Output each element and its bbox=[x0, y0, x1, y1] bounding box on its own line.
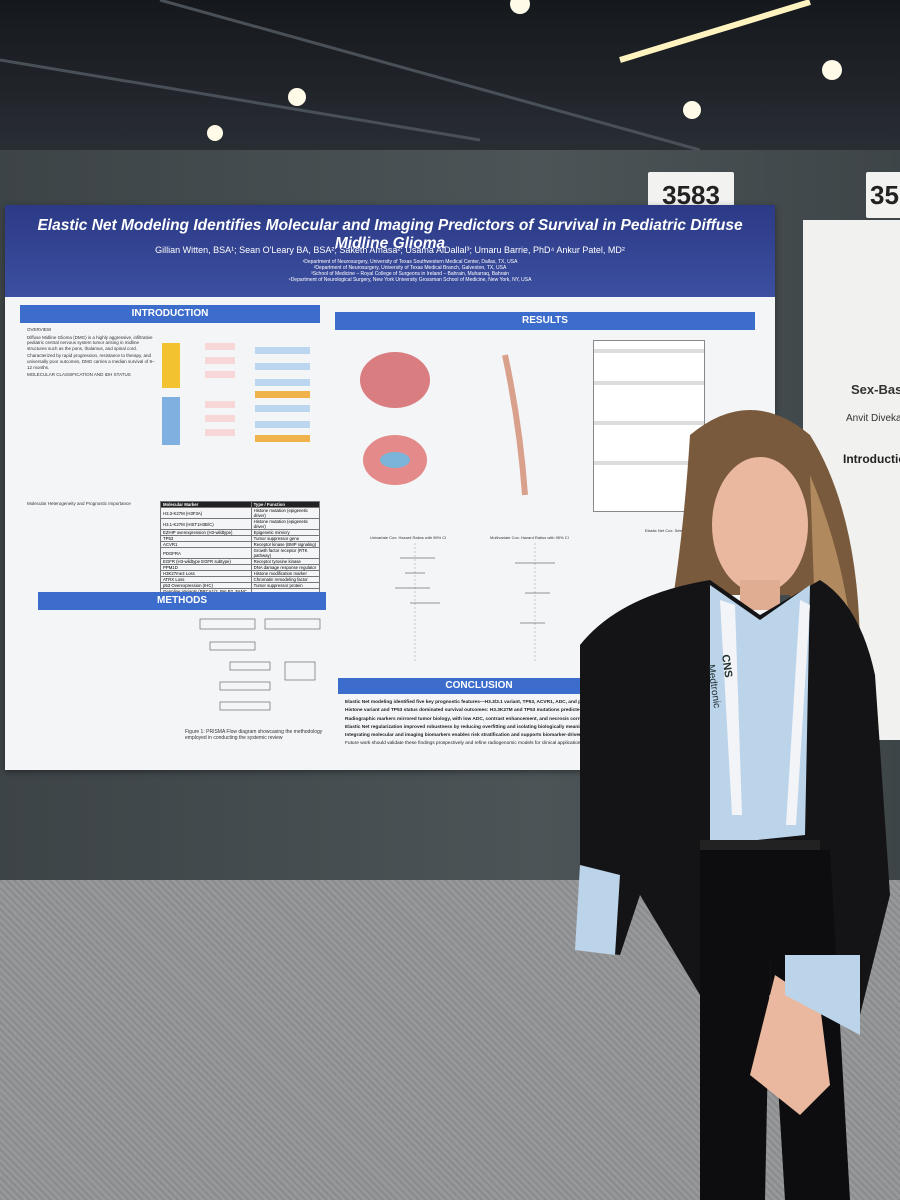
table-cell: H3.1-K27M (HIST1H3B/C) bbox=[160, 518, 252, 530]
table-cell: Histone mutation (epigenetic driver) bbox=[250, 507, 321, 519]
lanyard-text: CNS bbox=[719, 654, 734, 679]
plot-title: Multivariate Cox: Hazard Ratios with 95%… bbox=[490, 535, 569, 540]
affiliation: ⁴Department of Neurological Surgery, New… bbox=[288, 277, 532, 283]
affiliation: ¹Department of Neurosurgery, University … bbox=[302, 259, 518, 265]
section-heading: CONCLUSION bbox=[338, 678, 620, 694]
poster-affiliations: ¹Department of Neurosurgery, University … bbox=[185, 259, 635, 283]
intro-paragraph: MOLECULAR CLASSIFICATION AND IDH STATUS bbox=[27, 372, 131, 378]
plot-title: Elastic Net Cox: Selected bbox=[645, 528, 691, 533]
section-heading: INTRODUCTION bbox=[20, 305, 320, 323]
intro-paragraph: Diffuse Midline Glioma (DMG) is a highly… bbox=[27, 334, 153, 351]
table-cell: Histone mutation (epigenetic driver) bbox=[250, 518, 321, 530]
poster-header: Elastic Net Modeling Identifies Molecula… bbox=[5, 205, 775, 297]
poster-authors: Gillian Witten, BSA¹; Sean O'Leary BA, B… bbox=[155, 245, 625, 255]
intro-paragraph: OVERVIEW bbox=[27, 327, 52, 332]
conclusion-bullet: Elastic Net modeling identified five key… bbox=[345, 700, 618, 705]
neighbor-title: Sex-Bas bbox=[851, 382, 900, 397]
table-cell: H3.3-K27M (H3F3A) bbox=[160, 507, 252, 519]
conclusion-bullet: Elastic Net regularization improved robu… bbox=[345, 724, 617, 730]
intro-diagram bbox=[162, 343, 310, 445]
table-cell: Growth factor receptor (RTK pathway) bbox=[250, 547, 321, 559]
neighbor-booth-number: 35 bbox=[866, 172, 900, 218]
conclusion-bullet: Histone variant and TP53 status dominate… bbox=[345, 708, 624, 714]
marker-table: Molecular Marker Type / Function H3.3-K27M… bbox=[160, 501, 321, 600]
presenter: CNS Medtronic bbox=[575, 410, 890, 1200]
poster-title: Elastic Net Modeling Identifies Molecula… bbox=[37, 217, 743, 252]
table-cell: PDGFRA bbox=[160, 547, 252, 559]
forest-plots bbox=[395, 543, 555, 663]
ceiling bbox=[0, 0, 900, 160]
prisma-diagram bbox=[199, 618, 321, 711]
conclusion-bullet: Integrating molecular and imaging biomar… bbox=[345, 733, 609, 739]
plot-title: Univariate Cox: Hazard Ratios with 95% C… bbox=[370, 535, 447, 540]
results-table bbox=[593, 340, 705, 512]
table-row: H3.3-K27M (H3F3A) Histone mutation (epige… bbox=[160, 507, 321, 519]
section-heading: RESULTS bbox=[335, 312, 755, 330]
intro-text: OVERVIEW Diffuse Midline Glioma (DMG) is … bbox=[27, 327, 157, 380]
section-heading: METHODS bbox=[38, 592, 326, 610]
table-row: PDGFRA Growth factor receptor (RTK pathwa… bbox=[160, 547, 321, 559]
affiliation: ²Department of Neurosurgery, University … bbox=[313, 265, 507, 271]
affiliation: ³School of Medicine – Royal College of S… bbox=[311, 271, 509, 277]
conclusion-bullet: Future work should validate these findin… bbox=[345, 741, 582, 747]
table-row: H3.1-K27M (HIST1H3B/C) Histone mutation (… bbox=[160, 518, 321, 530]
ceiling-lights bbox=[0, 0, 842, 152]
conclusion-list: Elastic Net modeling identified five key… bbox=[345, 699, 625, 749]
neighbor-authors: Anvit Divekar, bbox=[846, 413, 900, 424]
intro-paragraph: Characterized by rapid progression, resi… bbox=[27, 353, 155, 370]
intro-subheading: Molecular Heterogeneity and Prognostic I… bbox=[27, 501, 131, 506]
neighbor-section: Introductio bbox=[843, 452, 900, 466]
table-cell: DNA damage response regulator bbox=[250, 564, 321, 571]
table-cell: Receptor kinase (BMP signaling) bbox=[250, 541, 321, 548]
figure-caption: Figure 1: PRISMA Flow diagram showcasing… bbox=[185, 729, 323, 741]
brain-figures bbox=[360, 352, 528, 496]
conclusion-bullet: Radiographic markers mirrored tumor biol… bbox=[345, 716, 625, 722]
